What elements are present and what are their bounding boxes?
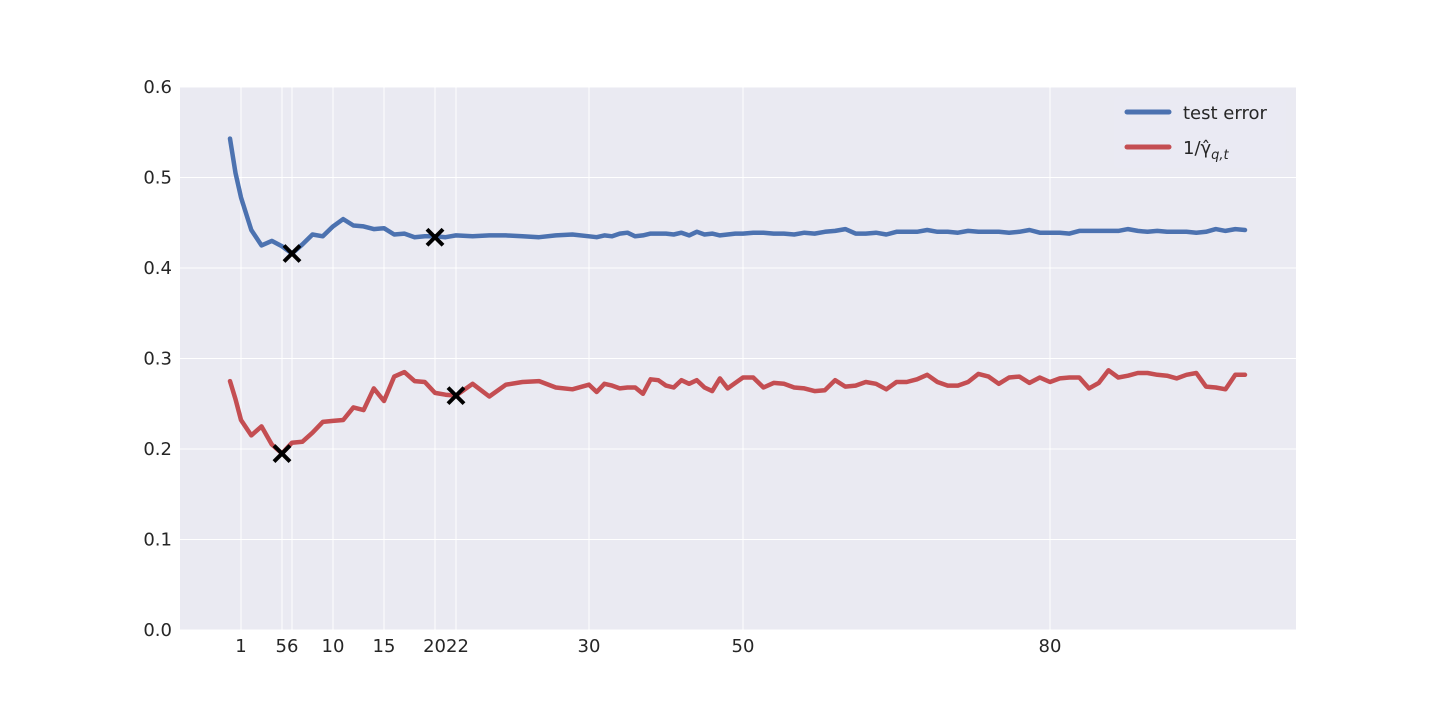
y-tick-label: 0.1 <box>143 530 172 551</box>
x-tick-label: 5 <box>276 636 287 657</box>
x-marker-stroke <box>446 386 466 406</box>
series-line-test-error <box>227 136 1248 256</box>
x-tick-label: 30 <box>578 636 601 657</box>
legend-label-inverse-gamma-main: 1/γ̂ <box>1183 138 1212 159</box>
x-tick-label: 10 <box>322 636 345 657</box>
x-tick-label: 1 <box>235 636 246 657</box>
legend-label-inverse-gamma-sub: q,t <box>1211 148 1229 163</box>
y-tick-label: 0.6 <box>143 77 172 98</box>
x-marker-stroke <box>282 244 302 263</box>
y-tick-label: 0.2 <box>143 439 172 460</box>
grid <box>180 86 1296 631</box>
x-tick-label: 15 <box>373 636 396 657</box>
marker-group <box>272 227 466 463</box>
series-line-inverse-gamma <box>227 368 1248 456</box>
x-tick-label: 80 <box>1039 636 1062 657</box>
y-tick-label: 0.5 <box>143 168 172 189</box>
x-tick-label: 22 <box>446 636 469 657</box>
x-marker <box>282 244 302 263</box>
legend: test error 1/γ̂q,t <box>1114 96 1286 168</box>
x-tick-label: 50 <box>732 636 755 657</box>
y-tick-label: 0.4 <box>143 258 172 279</box>
y-tick-label: 0.0 <box>143 620 172 641</box>
legend-label-inverse-gamma: 1/γ̂q,t <box>1183 138 1230 163</box>
y-axis: 0.0 0.1 0.2 0.3 0.4 0.5 0.6 <box>143 77 172 641</box>
legend-label-test-error: test error <box>1183 103 1267 124</box>
x-axis: 1 5 6 10 15 20 22 30 50 80 <box>235 636 1061 657</box>
y-tick-label: 0.3 <box>143 349 172 370</box>
x-marker-stroke <box>272 444 292 463</box>
series-lines <box>227 136 1248 456</box>
x-tick-label: 20 <box>423 636 446 657</box>
x-tick-label: 6 <box>287 636 298 657</box>
x-marker <box>425 227 445 247</box>
x-marker-stroke <box>425 227 445 247</box>
x-marker <box>446 386 466 406</box>
x-marker <box>272 444 292 463</box>
